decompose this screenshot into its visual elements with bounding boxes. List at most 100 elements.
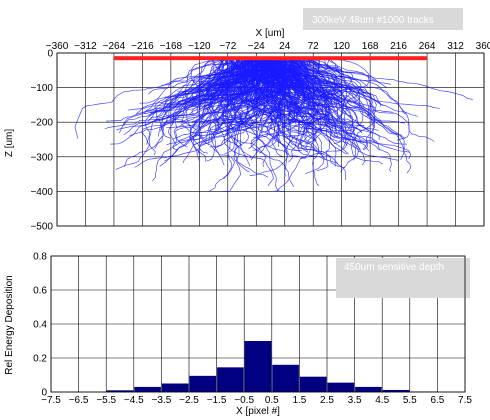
particle-track [324, 58, 344, 80]
particle-track [149, 57, 237, 121]
particle-track [245, 58, 257, 116]
top-x-tick-label: 264 [419, 41, 436, 52]
top-y-axis-title: Z [um] [4, 129, 15, 158]
top-y-tick-label: −500 [30, 222, 53, 233]
bottom-x-tick-label: −0.5 [234, 395, 254, 406]
energy-bar [134, 386, 161, 392]
top-x-axis-title: X [um] [256, 28, 285, 39]
top-x-tick-label: 312 [447, 41, 464, 52]
bottom-annotation-box [336, 258, 470, 298]
bottom-x-axis-title: X [pixel #] [236, 406, 280, 417]
top-y-tick-label: 0 [47, 49, 53, 60]
top-x-tick-label: 168 [362, 41, 379, 52]
particle-track [74, 57, 226, 139]
bottom-x-tick-label: 6.5 [430, 395, 444, 406]
bottom-x-tick-label: −7.5 [41, 395, 61, 406]
top-x-tick-label: −24 [248, 41, 265, 52]
bottom-x-tick-label: −3.5 [152, 395, 172, 406]
energy-bar [106, 390, 134, 392]
particle-track [274, 58, 315, 192]
particle-tracks [74, 57, 473, 192]
particle-track [104, 58, 264, 130]
bottom-y-tick-label: 0.8 [33, 252, 47, 263]
particle-track [294, 58, 315, 101]
top-y-tick-label: −300 [30, 152, 53, 163]
particle-track [254, 58, 339, 164]
particle-track [250, 58, 312, 129]
sensor-bar [113, 56, 428, 61]
particle-track [302, 58, 411, 160]
top-x-tick-label: −216 [131, 41, 154, 52]
particle-track [306, 58, 337, 123]
particle-track [185, 57, 250, 111]
top-y-tick-label: −200 [30, 118, 53, 129]
particle-track [284, 57, 313, 129]
particle-track [288, 57, 377, 117]
particle-track [225, 58, 275, 124]
particle-track [212, 58, 260, 117]
bottom-x-tick-label: 1.5 [292, 395, 306, 406]
particle-track [168, 57, 251, 104]
particle-track [292, 58, 311, 121]
particle-track [250, 58, 318, 161]
particle-track [263, 58, 360, 104]
bottom-plot-frame [50, 255, 466, 393]
particle-track [236, 58, 251, 94]
particle-track [246, 58, 285, 101]
energy-histogram-panel: 450um sensitive depth −7.5 −6.5 −5.5 −4.5 −3… [4, 252, 472, 418]
particle-track [272, 57, 321, 127]
top-x-tick-label: −72 [219, 41, 236, 52]
particle-track [266, 58, 380, 140]
particle-track [216, 57, 237, 83]
bottom-x-tick-label: 3.5 [348, 395, 362, 406]
top-x-tick-label: −312 [74, 41, 97, 52]
particle-track [209, 57, 297, 148]
bottom-y-axis-title: Rel Energy Deposition [4, 275, 15, 375]
top-x-tick-label: 24 [279, 41, 291, 52]
particle-track [158, 58, 278, 119]
particle-track [197, 58, 248, 86]
particle-track [217, 57, 306, 159]
bottom-x-tick-label: −4.5 [124, 395, 144, 406]
energy-bar [217, 367, 244, 392]
top-x-tick-labels: −360 −312 −264 −216 −168 −120 −72 −24 24 72 120 168… [46, 41, 490, 52]
particle-track [272, 58, 330, 117]
particle-track [295, 58, 376, 108]
energy-bar [382, 389, 410, 392]
particle-track [154, 58, 245, 149]
energy-bar [355, 386, 382, 392]
particle-track [116, 58, 282, 131]
bottom-y-tick-label: 0.4 [33, 320, 47, 331]
particle-track [276, 57, 339, 138]
bottom-y-tick-label: 0.2 [33, 354, 47, 365]
bottom-x-tick-label: 7.5 [458, 395, 472, 406]
top-x-tick-label: −360 [46, 41, 69, 52]
top-y-tick-label: −100 [30, 83, 53, 94]
top-x-tick-label: 72 [308, 41, 320, 52]
energy-bar [327, 382, 355, 392]
bottom-y-tick-label: 0.6 [33, 286, 47, 297]
particle-track [288, 58, 336, 107]
bottom-x-tick-label: −2.5 [179, 395, 199, 406]
track-plot-panel: 300keV 48um #1000 tracks X [um] Z [um] −… [4, 8, 490, 233]
particle-track [237, 57, 330, 111]
particle-track [270, 58, 348, 109]
top-annotation-box [303, 8, 463, 30]
bottom-x-tick-label: −1.5 [207, 395, 227, 406]
particle-track [267, 58, 309, 98]
particle-track [279, 58, 318, 123]
top-y-tick-labels: 0 −100 −200 −300 −400 −500 [30, 49, 53, 233]
particle-track [264, 58, 301, 79]
top-plot-frame [56, 52, 485, 227]
particle-track [141, 57, 273, 156]
particle-track [160, 57, 225, 139]
particle-track [329, 57, 410, 141]
top-x-tick-label: −168 [160, 41, 183, 52]
particle-track [115, 58, 223, 170]
top-x-tick-label: −120 [188, 41, 211, 52]
energy-bars [106, 341, 437, 392]
bottom-x-tick-labels: −7.5 −6.5 −5.5 −4.5 −3.5 −2.5 −1.5 −0.5 0.5 1.5 2.… [41, 395, 472, 406]
top-x-tick-label: 120 [333, 41, 350, 52]
particle-track [284, 58, 410, 153]
